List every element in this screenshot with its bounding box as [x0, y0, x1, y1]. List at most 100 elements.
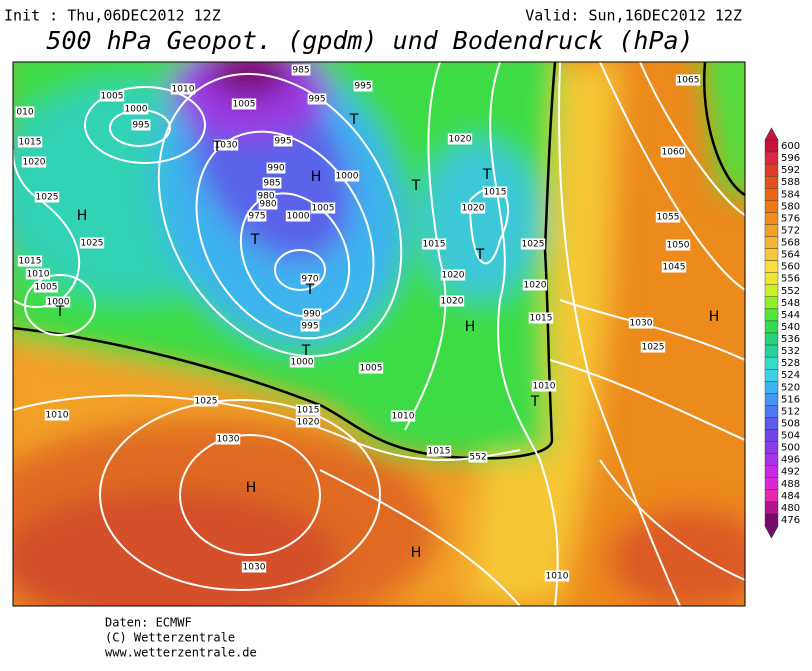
isobar-label-bg	[531, 380, 557, 392]
isobar-label: 980	[259, 200, 276, 210]
isobar-label-bg	[291, 64, 311, 76]
colorbar-swatch	[764, 501, 779, 515]
isobar-label: 995	[274, 137, 291, 147]
isobar-label: 970	[301, 275, 318, 285]
map-field	[13, 62, 745, 606]
isobar-label: 1015	[423, 240, 446, 250]
colorbar-label: 512	[781, 406, 800, 417]
colorbar-swatch	[764, 356, 779, 370]
colorbar-swatch	[764, 139, 779, 153]
colorbar-label: 568	[781, 238, 800, 249]
colorbar-swatch	[764, 465, 779, 478]
colorbar-swatch	[764, 453, 779, 466]
isobar-label-bg	[640, 341, 666, 353]
isobar-label-bg	[334, 170, 360, 182]
pressure-center: T	[301, 343, 311, 359]
isobar-label: 1010	[392, 412, 415, 422]
isobar-label: 1020	[524, 281, 547, 291]
isobar-label: 1020	[297, 418, 320, 428]
isobar-label-bg	[426, 445, 452, 457]
pressure-center: T	[250, 232, 260, 248]
pressure-center: T	[212, 139, 222, 155]
isobar-label: 1015	[484, 188, 507, 198]
isobar-label-bg	[295, 404, 321, 416]
colorbar-swatch	[764, 344, 779, 358]
isobar-label: 1030	[217, 435, 240, 445]
isobar-label-bg	[256, 190, 276, 202]
map-frame	[12, 61, 746, 607]
colorbar-swatch	[764, 308, 779, 322]
isobar-label-bg	[482, 186, 508, 198]
colorbar-label: 520	[781, 382, 800, 393]
colorbar-swatch	[764, 272, 779, 285]
colorbar-label: 500	[781, 443, 800, 454]
colorbar-swatch	[764, 248, 779, 261]
colorbar-label: 496	[781, 455, 800, 466]
isobar-label: 1005	[233, 100, 256, 110]
isobar-label-bg	[25, 268, 51, 280]
isobar-label-bg	[439, 295, 465, 307]
isobar-label-bg	[390, 410, 416, 422]
colorbar-label: 544	[781, 310, 800, 321]
isobar-label: 1020	[23, 158, 46, 168]
isobar-label: 1030	[630, 319, 653, 329]
colorbar-label: 576	[781, 213, 800, 224]
colorbar-swatch	[764, 405, 779, 418]
isobar-label-bg	[262, 177, 282, 189]
colorbar-swatch	[764, 332, 779, 346]
isobar-label-bg	[468, 451, 488, 463]
colorbar-swatch	[764, 212, 779, 225]
colorbar-swatch	[764, 236, 779, 249]
pressure-center: H	[709, 309, 720, 325]
colorbar-label: 548	[781, 298, 800, 309]
colorbar-swatch	[764, 429, 779, 442]
isobar-label: 1010	[46, 411, 69, 421]
isobar-label-bg	[44, 409, 70, 421]
colorbar-label: 504	[781, 431, 800, 442]
isobar-label-bg	[99, 90, 125, 102]
colorbar-swatch	[764, 163, 779, 177]
isobar-label-bg	[300, 273, 320, 285]
isobar-label-bg	[300, 320, 320, 332]
colorbar-swatch	[764, 441, 779, 454]
colorbar-swatch	[764, 393, 779, 406]
colorbar-label: 600	[781, 141, 800, 152]
colorbar-swatch	[764, 320, 779, 334]
isobar-label: 995	[132, 121, 149, 131]
colorbar-label: 560	[781, 262, 800, 273]
colorbar-label: 588	[781, 177, 800, 188]
colorbar-label: 484	[781, 491, 800, 502]
colorbar-cap	[764, 525, 779, 539]
footer-line: (C) Wetterzentrale	[105, 631, 235, 645]
colorbar-swatch	[764, 489, 779, 503]
colorbar-swatch	[764, 417, 779, 430]
valid-time: Valid: Sun,16DEC2012 12Z	[525, 7, 742, 25]
colorbar-label: 516	[781, 394, 800, 405]
isobar-label-bg	[21, 156, 47, 168]
isobar-label: 1020	[462, 204, 485, 214]
colorbar-swatch	[764, 284, 779, 298]
isobar-label: 1045	[663, 263, 686, 273]
colorbar-swatch	[764, 477, 779, 491]
isobar-label: 990	[267, 164, 284, 174]
colorbar-swatch	[764, 296, 779, 310]
isobar-label: 1060	[662, 148, 685, 158]
init-time: Init : Thu,06DEC2012 12Z	[4, 7, 221, 25]
isobar-label: 1010	[27, 270, 50, 280]
isobar-label-bg	[310, 202, 336, 214]
colorbar-swatch	[764, 151, 779, 165]
colorbar-swatch	[764, 260, 779, 273]
isobar-label: 1005	[360, 364, 383, 374]
colorbar-label: 556	[781, 274, 800, 285]
isobar-label-bg	[544, 570, 570, 582]
isobar-label-bg	[628, 317, 654, 329]
isobar-label: 990	[303, 310, 320, 320]
isobar-label-bg	[522, 279, 548, 291]
isobar-label-bg	[258, 198, 278, 210]
isobar-label: 1005	[312, 204, 335, 214]
colorbar-label: 532	[781, 346, 800, 357]
isobar-label: 1000	[336, 172, 359, 182]
isobar-label-bg	[660, 146, 686, 158]
pressure-center: H	[465, 319, 476, 335]
colorbar-label: 524	[781, 370, 800, 381]
